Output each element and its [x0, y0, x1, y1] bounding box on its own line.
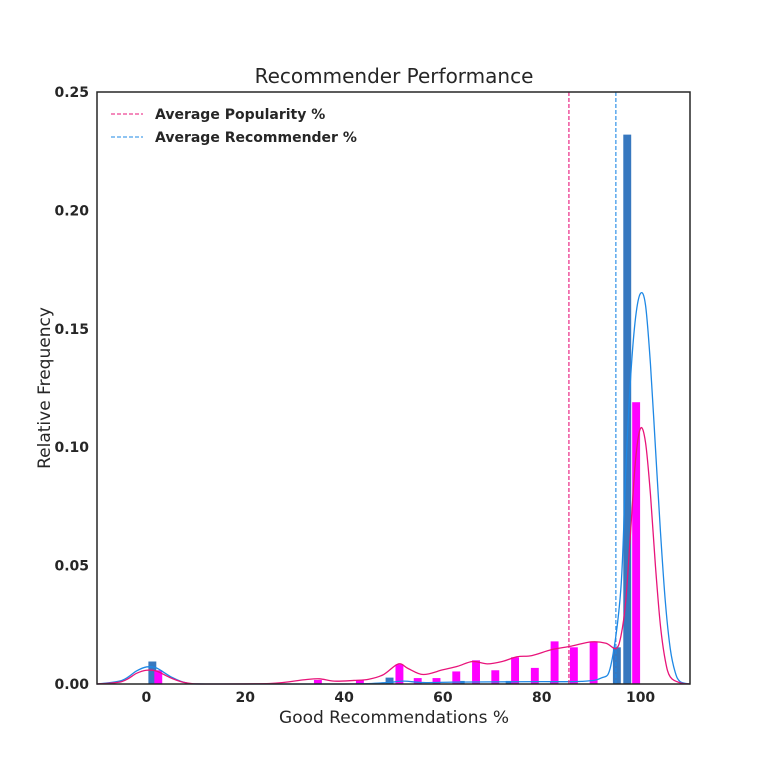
- bar-popularity-6: [452, 671, 461, 684]
- y-tick-label-0.05: 0.05: [54, 559, 89, 575]
- bars-layer: [148, 134, 641, 684]
- x-tick-label-0: 0: [142, 690, 152, 706]
- bar-popularity-1: [313, 679, 322, 684]
- bar-recommender-3: [505, 680, 514, 684]
- x-axis-label: Good Recommendations %: [279, 708, 509, 728]
- bar-recommender-1: [385, 677, 394, 684]
- bar-popularity-5: [432, 678, 441, 684]
- bar-popularity-12: [569, 647, 578, 684]
- y-axis-label: Relative Frequency: [35, 307, 55, 469]
- bar-popularity-2: [355, 679, 364, 684]
- bar-recommender-5: [612, 647, 621, 684]
- vline-layer: [568, 92, 617, 684]
- x-axis-ticks: 0 20 40 60 80 100: [142, 690, 656, 706]
- bar-popularity-7: [472, 660, 480, 684]
- bar-popularity-4: [413, 678, 422, 684]
- bar-popularity-10: [530, 667, 539, 684]
- y-tick-label-0.25: 0.25: [54, 85, 89, 101]
- bar-popularity-14: [632, 402, 641, 684]
- y-tick-label-0.10: 0.10: [54, 440, 89, 456]
- bar-popularity-3: [395, 664, 404, 684]
- bar-popularity-0: [154, 670, 163, 684]
- y-tick-label-0.20: 0.20: [54, 203, 89, 219]
- bar-popularity-13: [589, 641, 598, 684]
- bar-recommender-6: [623, 134, 632, 684]
- legend: Average Popularity % Average Recommender …: [111, 107, 357, 146]
- y-axis-ticks: 0.00 0.05 0.10 0.15 0.20 0.25: [54, 85, 89, 693]
- bar-popularity-9: [511, 657, 520, 684]
- bar-popularity-11: [550, 641, 559, 684]
- plot-area: [96, 91, 691, 685]
- legend-label-0: Average Popularity %: [155, 107, 325, 123]
- x-tick-label-100: 100: [626, 690, 655, 706]
- bar-popularity-8: [491, 670, 500, 684]
- x-tick-label-60: 60: [433, 690, 453, 706]
- x-tick-label-40: 40: [334, 690, 354, 706]
- bar-recommender-0: [148, 661, 157, 684]
- plot-frame: [96, 91, 691, 685]
- x-tick-label-80: 80: [532, 690, 552, 706]
- y-tick-label-0.15: 0.15: [54, 322, 89, 338]
- y-tick-label-0.00: 0.00: [54, 677, 89, 693]
- x-tick-label-20: 20: [236, 690, 256, 706]
- chart-title: Recommender Performance: [255, 64, 534, 88]
- plot-background: [97, 92, 690, 684]
- legend-label-1: Average Recommender %: [155, 130, 357, 146]
